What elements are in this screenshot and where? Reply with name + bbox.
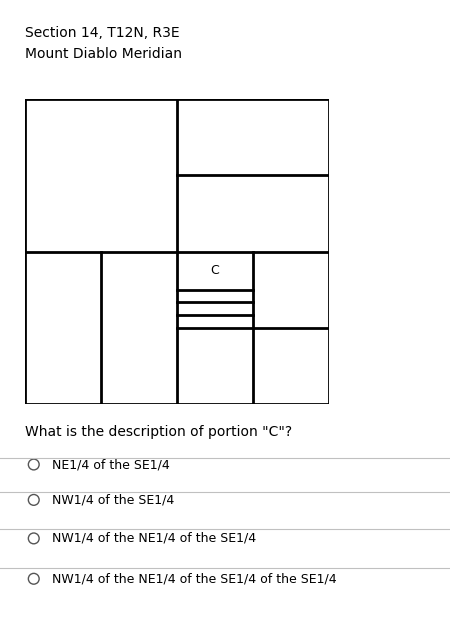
Text: C: C (211, 264, 219, 277)
Text: NE1/4 of the SE1/4: NE1/4 of the SE1/4 (52, 458, 170, 471)
Text: NW1/4 of the NE1/4 of the SE1/4 of the SE1/4: NW1/4 of the NE1/4 of the SE1/4 of the S… (52, 573, 337, 585)
Text: What is the description of portion "C"?: What is the description of portion "C"? (25, 425, 292, 440)
Text: NW1/4 of the SE1/4: NW1/4 of the SE1/4 (52, 494, 174, 506)
Text: Mount Diablo Meridian: Mount Diablo Meridian (25, 47, 182, 61)
Text: NW1/4 of the NE1/4 of the SE1/4: NW1/4 of the NE1/4 of the SE1/4 (52, 532, 256, 545)
Text: Section 14, T12N, R3E: Section 14, T12N, R3E (25, 26, 180, 40)
